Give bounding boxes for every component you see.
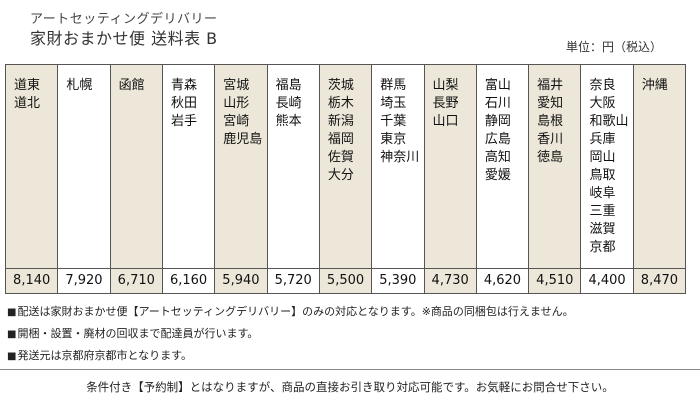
footer-divider xyxy=(0,369,700,370)
note-item: 配送は家財おまかせ便【アートセッティングデリバリー】のみの対応となります。※商品… xyxy=(7,304,573,326)
notes-list: 配送は家財おまかせ便【アートセッティングデリバリー】のみの対応となります。※商品… xyxy=(7,304,574,370)
region-prefectures: 山梨 長野 山口 xyxy=(424,65,476,268)
region-column: 宮城 山形 宮崎 鹿児島 5,940 xyxy=(214,65,267,293)
region-prefectures: 富山 石川 静岡 広島 高知 愛媛 xyxy=(476,65,529,268)
region-price: 6,710 xyxy=(110,268,162,293)
region-price: 5,390 xyxy=(372,268,424,293)
region-prefectures: 福井 愛知 島根 香川 徳島 xyxy=(529,65,581,268)
region-column: 群馬 埼玉 千葉 東京 神奈川 5,390 xyxy=(371,65,424,293)
region-prefectures: 奈良 大阪 和歌山 兵庫 岡山 鳥取 岐阜 三重 滋賀 京都 xyxy=(581,65,633,268)
region-column: 札幌 7,920 xyxy=(57,65,110,293)
page-title: 家財おまかせ便 送料表 B xyxy=(30,29,218,48)
region-prefectures: 函館 xyxy=(110,65,162,268)
region-price: 4,400 xyxy=(581,268,633,293)
region-column: 青森 秋田 岩手 6,160 xyxy=(161,65,215,293)
note-item: 開梱・設置・廃材の回収まで配達員が行います。 xyxy=(7,326,574,348)
region-price: 4,730 xyxy=(424,268,476,293)
region-price: 8,470 xyxy=(633,268,686,293)
shipping-rate-table: 道東 道北 8,140 札幌 7,920 函館 6,710 青森 秋田 岩手 6,160… xyxy=(5,64,686,294)
region-price: 4,510 xyxy=(529,268,581,293)
region-price: 4,620 xyxy=(476,268,529,293)
region-prefectures: 群馬 埼玉 千葉 東京 神奈川 xyxy=(372,65,424,268)
unit-label: 単位：円（税込） xyxy=(566,40,663,54)
region-prefectures: 道東 道北 xyxy=(6,65,58,268)
region-price: 7,920 xyxy=(58,268,110,293)
region-prefectures: 札幌 xyxy=(58,65,110,268)
region-column: 沖縄 8,470 xyxy=(632,65,686,293)
region-price: 5,720 xyxy=(267,268,319,293)
region-prefectures: 茨城 栃木 新潟 福岡 佐賀 大分 xyxy=(319,65,372,268)
region-column: 福島 長崎 熊本 5,720 xyxy=(266,65,319,293)
region-prefectures: 宮城 山形 宮崎 鹿児島 xyxy=(215,65,267,268)
region-column: 函館 6,710 xyxy=(109,65,162,293)
region-price: 5,500 xyxy=(319,268,372,293)
region-price: 5,940 xyxy=(215,268,267,293)
region-prefectures: 青森 秋田 岩手 xyxy=(162,65,215,268)
page-subtitle: アートセッティングデリバリー xyxy=(30,12,218,27)
region-column: 福井 愛知 島根 香川 徳島 4,510 xyxy=(528,65,581,293)
region-column: 茨城 栃木 新潟 福岡 佐賀 大分 5,500 xyxy=(318,65,372,293)
region-column: 奈良 大阪 和歌山 兵庫 岡山 鳥取 岐阜 三重 滋賀 京都 4,400 xyxy=(580,65,633,293)
region-price: 6,160 xyxy=(162,268,215,293)
note-item: 発送元は京都府京都市となります。 xyxy=(7,348,574,370)
region-column: 富山 石川 静岡 広島 高知 愛媛 4,620 xyxy=(475,65,529,293)
region-column: 道東 道北 8,140 xyxy=(6,65,58,293)
region-price: 8,140 xyxy=(6,268,58,293)
region-column: 山梨 長野 山口 4,730 xyxy=(423,65,476,293)
footer-note: 条件付き【予約制】とはなりますが、商品の直接お引き取り対応可能です。お気軽にお問… xyxy=(86,380,614,394)
region-prefectures: 沖縄 xyxy=(633,65,686,268)
region-prefectures: 福島 長崎 熊本 xyxy=(267,65,319,268)
